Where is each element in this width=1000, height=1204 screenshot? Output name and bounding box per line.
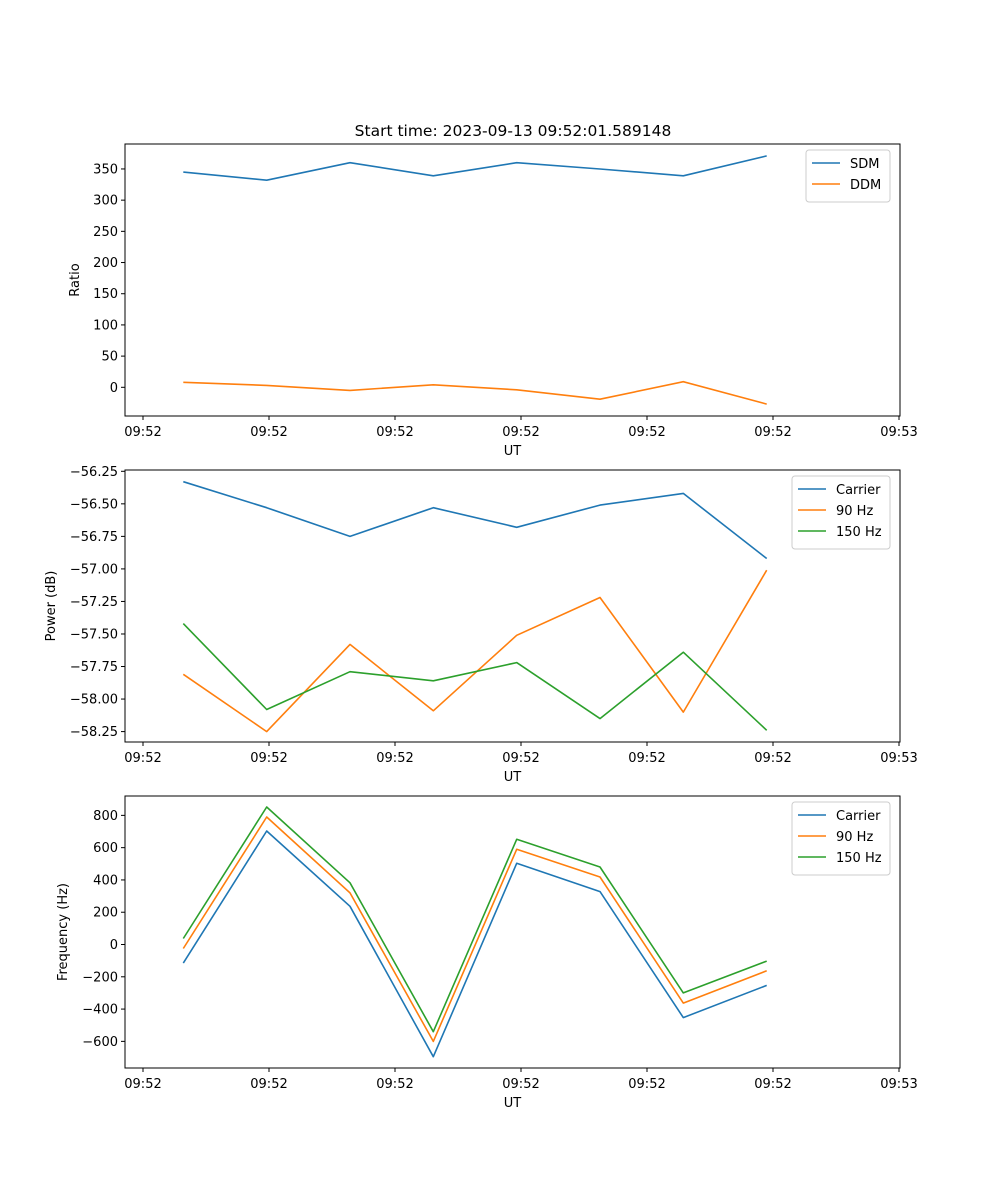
y-tick-label: 0 <box>110 381 118 396</box>
series-line-carrier <box>183 482 766 559</box>
y-axis-label: Power (dB) <box>44 571 59 642</box>
x-tick-label: 09:53 <box>880 751 917 766</box>
y-tick-label: −400 <box>82 1003 118 1018</box>
plot-area-frame <box>125 470 900 742</box>
x-tick-label: 09:52 <box>628 1077 665 1092</box>
x-tick-label: 09:52 <box>754 425 791 440</box>
legend-entry-label: 90 Hz <box>836 830 873 845</box>
series-line-150-hz <box>183 624 766 731</box>
legend-entry-label: SDM <box>850 157 879 172</box>
y-tick-label: −57.50 <box>70 627 118 642</box>
y-axis-label: Frequency (Hz) <box>56 883 71 981</box>
y-tick-label: 50 <box>101 350 118 365</box>
x-tick-label: 09:52 <box>754 751 791 766</box>
x-tick-label: 09:52 <box>754 1077 791 1092</box>
y-tick-label: −56.50 <box>70 497 118 512</box>
x-tick-label: 09:52 <box>124 751 161 766</box>
x-tick-label: 09:52 <box>502 751 539 766</box>
x-tick-label: 09:53 <box>880 425 917 440</box>
chart-panel-2: 09:52 09:52 09:52 09:52 09:52 09:52 09:53 UT −56… <box>44 465 918 785</box>
x-tick-label: 09:52 <box>502 425 539 440</box>
y-tick-label: 150 <box>93 287 118 302</box>
x-tick-label: 09:53 <box>880 1077 917 1092</box>
y-tick-label: 800 <box>93 809 118 824</box>
legend: Carrier 90 Hz 150 Hz <box>792 476 890 549</box>
series-line-90-hz <box>183 817 766 1041</box>
x-tick-label: 09:52 <box>250 425 287 440</box>
y-tick-label: 200 <box>93 906 118 921</box>
y-tick-label: 200 <box>93 256 118 271</box>
x-tick-label: 09:52 <box>376 425 413 440</box>
y-tick-label: 100 <box>93 318 118 333</box>
y-tick-label: −57.25 <box>70 595 118 610</box>
y-tick-label: −56.25 <box>70 465 118 480</box>
legend-entry-label: Carrier <box>836 809 881 824</box>
legend-entry-label: Carrier <box>836 483 881 498</box>
y-axis-label: Ratio <box>68 263 83 296</box>
x-axis-label: UT <box>504 1096 522 1111</box>
legend-entry-label: 150 Hz <box>836 525 882 540</box>
legend: Carrier 90 Hz 150 Hz <box>792 802 890 875</box>
y-tick-label: 350 <box>93 162 118 177</box>
y-tick-label: −56.75 <box>70 530 118 545</box>
x-tick-label: 09:52 <box>124 1077 161 1092</box>
y-tick-label: 0 <box>110 938 118 953</box>
legend-entry-label: 90 Hz <box>836 504 873 519</box>
chart-panel-3: 09:52 09:52 09:52 09:52 09:52 09:52 09:53 UT −60… <box>56 796 918 1111</box>
x-tick-label: 09:52 <box>502 1077 539 1092</box>
y-tick-label: −57.00 <box>70 562 118 577</box>
x-tick-label: 09:52 <box>628 751 665 766</box>
y-tick-label: −58.00 <box>70 693 118 708</box>
y-tick-label: 300 <box>93 194 118 209</box>
x-axis-label: UT <box>504 444 522 459</box>
y-tick-label: 400 <box>93 873 118 888</box>
series-line-ddm <box>183 382 766 404</box>
y-tick-label: −57.75 <box>70 660 118 675</box>
x-tick-label: 09:52 <box>376 751 413 766</box>
legend-entry-label: DDM <box>850 178 881 193</box>
series-line-sdm <box>183 156 766 180</box>
x-tick-label: 09:52 <box>376 1077 413 1092</box>
x-tick-label: 09:52 <box>628 425 665 440</box>
figure-title: Start time: 2023-09-13 09:52:01.589148 <box>355 122 672 140</box>
x-tick-label: 09:52 <box>250 1077 287 1092</box>
x-axis-label: UT <box>504 770 522 785</box>
y-tick-label: −600 <box>82 1035 118 1050</box>
y-tick-label: 600 <box>93 841 118 856</box>
legend-entry-label: 150 Hz <box>836 851 882 866</box>
plot-area-frame <box>125 796 900 1068</box>
x-tick-label: 09:52 <box>250 751 287 766</box>
y-tick-label: −200 <box>82 970 118 985</box>
y-tick-label: −58.25 <box>70 725 118 740</box>
y-tick-label: 250 <box>93 225 118 240</box>
x-tick-label: 09:52 <box>124 425 161 440</box>
plot-area-frame <box>125 144 900 416</box>
chart-panel-1: 09:52 09:52 09:52 09:52 09:52 09:52 09:53 UT 0 50… <box>68 144 918 459</box>
legend: SDM DDM <box>806 150 890 202</box>
